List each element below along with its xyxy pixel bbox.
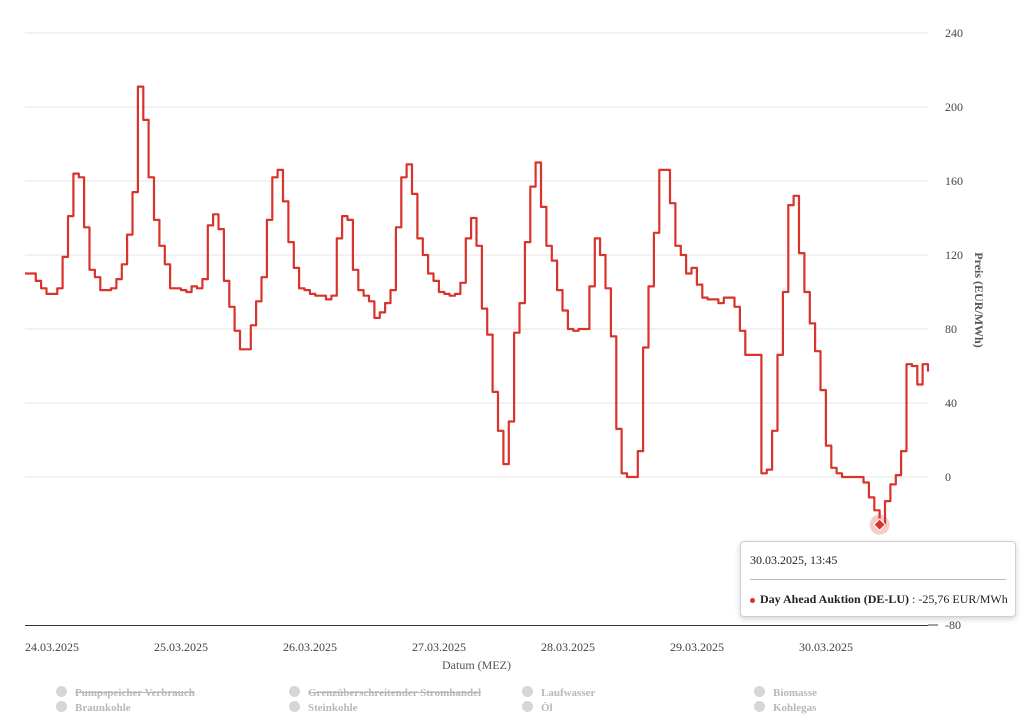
legend-label: Pumpspeicher Verbrauch bbox=[75, 687, 195, 699]
x-tick-label: 29.03.2025 bbox=[670, 640, 724, 654]
legend-item-pumpspeicher-verbrauch[interactable]: Pumpspeicher Verbrauch bbox=[56, 686, 195, 699]
legend-label: Biomasse bbox=[773, 687, 817, 699]
tooltip-divider bbox=[750, 579, 1006, 580]
y-tick-label: 240 bbox=[945, 26, 963, 40]
hover-point-marker bbox=[873, 518, 886, 532]
legend-dot-icon bbox=[522, 701, 533, 712]
legend-label: Kohlegas bbox=[773, 702, 817, 714]
legend-dot-icon bbox=[522, 686, 533, 697]
tooltip-row: Day Ahead Auktion (DE-LU) : -25,76 EUR/M… bbox=[750, 592, 1008, 607]
x-tick-label: 28.03.2025 bbox=[541, 640, 595, 654]
legend-dot-icon bbox=[754, 701, 765, 712]
y-tick-label: 80 bbox=[945, 322, 957, 336]
series-line-day-ahead bbox=[25, 85, 930, 526]
hover-marker-layer bbox=[869, 514, 890, 535]
y-tick-label: 120 bbox=[945, 248, 963, 262]
y-tick-label: -80 bbox=[945, 618, 961, 632]
legend-label: Laufwasser bbox=[541, 687, 596, 699]
x-tick-labels: 24.03.2025 25.03.2025 26.03.2025 27.03.2025… bbox=[25, 640, 853, 654]
legend-item-braunkohle[interactable]: Braunkohle bbox=[56, 701, 131, 714]
legend-item-laufwasser[interactable]: Laufwasser bbox=[522, 686, 595, 699]
x-tick-label: 24.03.2025 bbox=[25, 640, 79, 654]
legend-dot-icon bbox=[289, 701, 300, 712]
legend-dot-icon bbox=[289, 686, 300, 697]
legend-item-biomasse[interactable]: Biomasse bbox=[754, 686, 817, 699]
legend-label: Grenzüberschreitender Stromhandel bbox=[308, 687, 482, 699]
legend-dot-icon bbox=[56, 701, 67, 712]
series-dot-icon bbox=[750, 597, 755, 603]
legend-dot-icon bbox=[56, 686, 67, 697]
x-tick-label: 26.03.2025 bbox=[283, 640, 337, 654]
legend-label: Braunkohle bbox=[75, 702, 131, 714]
legend-item-kohlegas[interactable]: Kohlegas bbox=[754, 701, 816, 714]
x-axis-title: Datum (MEZ) bbox=[442, 658, 511, 672]
tooltip: 30.03.2025, 13:45 Day Ahead Auktion (DE-… bbox=[740, 541, 1016, 617]
legend-item-grenzueberschreitender-stromhandel[interactable]: Grenzüberschreitender Stromhandel bbox=[289, 686, 481, 699]
y-tick-labels: 240 200 160 120 80 40 0 -80 bbox=[928, 26, 963, 632]
tooltip-value: : -25,76 EUR/MWh bbox=[909, 592, 1008, 606]
y-axis-title: Preis (EUR/MWh) bbox=[972, 252, 986, 347]
legend-label: Öl bbox=[541, 702, 553, 714]
legend-dot-icon bbox=[754, 686, 765, 697]
y-tick-label: 160 bbox=[945, 174, 963, 188]
grid-lines bbox=[25, 32, 928, 478]
y-tick-label: 40 bbox=[945, 396, 957, 410]
x-tick-label: 25.03.2025 bbox=[154, 640, 208, 654]
y-tick-label: 0 bbox=[945, 470, 951, 484]
x-tick-label: 27.03.2025 bbox=[412, 640, 466, 654]
series-layer bbox=[25, 85, 930, 526]
y-tick-label: 200 bbox=[945, 100, 963, 114]
tooltip-series-name: Day Ahead Auktion (DE-LU) bbox=[760, 592, 910, 606]
legend-label: Steinkohle bbox=[308, 702, 358, 714]
legend-item-steinkohle[interactable]: Steinkohle bbox=[289, 701, 358, 714]
legend-item-oel[interactable]: Öl bbox=[522, 701, 553, 714]
tooltip-time: 30.03.2025, 13:45 bbox=[750, 553, 838, 567]
x-tick-label: 30.03.2025 bbox=[799, 640, 853, 654]
